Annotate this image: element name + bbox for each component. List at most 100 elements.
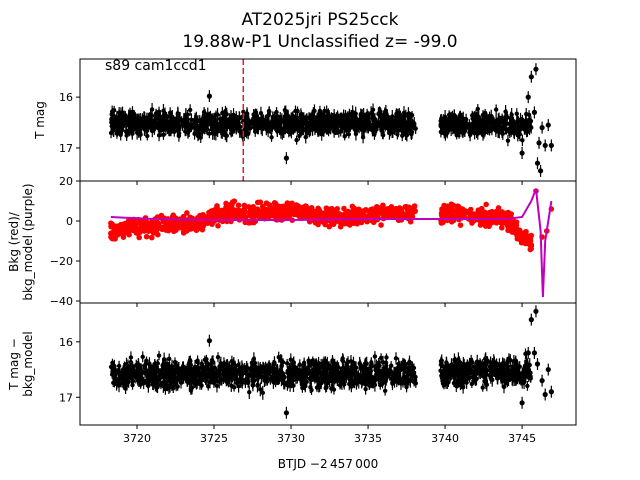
data-point — [505, 138, 511, 143]
bkg-point — [200, 211, 206, 218]
y-tick-label: 0 — [66, 215, 73, 228]
data-point — [504, 115, 509, 120]
data-point — [542, 142, 548, 149]
y-tick-label: 17 — [59, 142, 73, 155]
data-point — [305, 128, 310, 133]
data-point — [533, 66, 539, 72]
panel-annotation: s89 cam1ccd1 — [105, 58, 207, 74]
bkg-point — [181, 224, 188, 231]
data-point — [516, 118, 521, 123]
bkg-point — [250, 203, 256, 210]
data-point — [169, 116, 175, 121]
bkg-point — [393, 210, 400, 216]
data-point — [514, 111, 519, 116]
bkg-point — [469, 220, 475, 226]
data-point — [342, 134, 347, 139]
bkg-point — [337, 223, 344, 230]
data-point — [265, 124, 271, 130]
data-point — [359, 127, 364, 132]
data-point — [111, 108, 117, 113]
bkg-point — [149, 218, 156, 225]
data-point — [138, 132, 143, 137]
data-point — [475, 106, 480, 112]
bkg-point — [373, 203, 380, 210]
bkg-point — [380, 211, 386, 217]
data-point — [267, 109, 272, 114]
data-point — [111, 121, 116, 127]
data-point — [459, 120, 465, 126]
data-segment-1 — [108, 350, 418, 400]
data-point — [372, 117, 378, 122]
data-point — [510, 125, 515, 130]
data-point — [327, 116, 332, 121]
data-point — [500, 117, 506, 122]
data-point — [310, 127, 315, 132]
data-point — [370, 107, 376, 112]
data-point — [493, 107, 499, 112]
bkg-point — [209, 221, 215, 227]
data-point — [380, 132, 386, 138]
bkg-point — [398, 206, 405, 212]
bkg-point — [251, 208, 258, 215]
data-point — [224, 121, 229, 127]
data-point — [230, 128, 235, 133]
data-point — [507, 128, 512, 134]
data-segment-2 — [438, 104, 534, 147]
bkg-point — [336, 211, 343, 217]
bkg-point — [257, 214, 264, 221]
bkg-point — [215, 223, 221, 229]
data-point — [200, 129, 205, 134]
data-point — [175, 112, 181, 117]
bkg-point — [249, 214, 256, 220]
bkg-point — [477, 222, 484, 228]
bkg-point — [289, 208, 295, 215]
data-point — [340, 124, 345, 129]
data-point — [460, 131, 466, 136]
data-point — [524, 111, 529, 117]
data-point — [480, 112, 486, 118]
bkg-point — [357, 208, 364, 214]
data-point — [269, 135, 274, 140]
bkg-point — [271, 200, 278, 206]
bkg-point — [483, 201, 489, 208]
data-point — [139, 117, 145, 123]
data-point — [520, 117, 525, 122]
data-point — [470, 113, 475, 118]
bkg-point — [315, 221, 321, 228]
data-point — [237, 124, 243, 130]
data-point — [525, 94, 531, 100]
data-point — [117, 125, 122, 131]
bkg-point — [213, 206, 220, 212]
data-point — [520, 138, 525, 143]
data-point — [360, 135, 366, 140]
bkg-point — [495, 213, 501, 219]
data-point — [396, 117, 401, 122]
bkg-point — [449, 208, 455, 214]
bkg-point — [236, 207, 242, 214]
data-point — [405, 126, 410, 132]
bkg-point — [155, 220, 162, 227]
bkg-point — [508, 221, 515, 227]
data-point — [270, 119, 276, 124]
bkg-point — [241, 202, 248, 209]
bkg-point — [346, 222, 353, 228]
bkg-point — [364, 218, 370, 225]
data-point — [536, 140, 542, 146]
data-point — [458, 112, 463, 117]
bkg-point — [470, 211, 476, 218]
bkg-point — [499, 209, 505, 215]
panel-frame — [79, 180, 577, 304]
bkg-point — [312, 211, 319, 217]
bkg-point — [184, 210, 190, 216]
data-point — [187, 107, 193, 113]
data-point — [346, 132, 352, 137]
data-point — [311, 110, 316, 115]
bkg-point — [192, 220, 199, 227]
data-point — [408, 114, 413, 119]
bkg-point — [498, 224, 505, 231]
data-point — [157, 117, 163, 122]
bkg-point — [509, 229, 515, 235]
bkg-point — [374, 209, 380, 216]
bkg-point — [120, 226, 127, 232]
data-point — [261, 120, 266, 126]
